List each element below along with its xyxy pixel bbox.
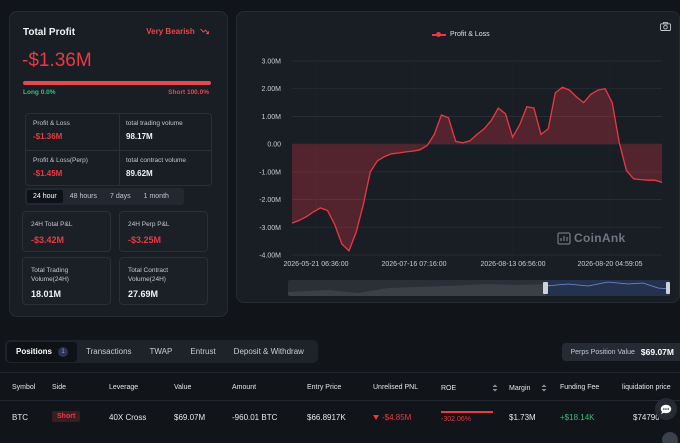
stat-total-contract-volume: total contract volume 89.62M — [126, 157, 186, 178]
col-liquidation-price: liquidation price — [622, 384, 671, 391]
sort-icon — [541, 384, 547, 392]
profit-loss-chart-panel: 3.00M 2.00M 1.00M 0.00 -1.00M -2.00M -3.00M -4.… — [236, 11, 680, 303]
chat-support-button[interactable] — [655, 398, 677, 420]
arrow-down-icon — [373, 415, 379, 420]
card-24h-total-pnl: 24H Total P&L -$3.42M — [22, 211, 111, 252]
cell-margin: $1.73M — [509, 413, 536, 422]
pnl-area — [292, 87, 662, 251]
perps-position-value: Perps Position Value $69.07M — [562, 343, 680, 361]
stat-profit-loss-perp: Profit & Loss(Perp) -$1.45M — [33, 157, 88, 178]
long-ratio-label: Long 0.0% — [23, 89, 56, 96]
sort-icon — [492, 384, 498, 392]
period-tab-7d[interactable]: 7 days — [110, 193, 131, 200]
period-tab-24h[interactable]: 24 hour — [27, 190, 63, 203]
tab-twap[interactable]: TWAP — [149, 347, 173, 356]
y-tick-label: -4.00M — [259, 253, 281, 260]
stat-profit-loss: Profit & Loss -$1.36M — [33, 120, 70, 141]
pnl-series-line — [291, 86, 663, 252]
short-ratio-label: Short 100.0% — [168, 89, 209, 96]
col-amount: Amount — [232, 384, 257, 391]
col-side: Side — [52, 384, 67, 391]
total-profit-panel: Total Profit Very Bearish -$1.36M Long 0… — [9, 11, 228, 317]
sentiment-indicator: Very Bearish — [146, 27, 210, 36]
y-tick-label: 0.00 — [267, 142, 281, 149]
legend-swatch — [432, 31, 446, 37]
card-24h-perp-pnl: 24H Perp P&L -$3.25M — [119, 211, 208, 252]
cell-funding-fee: +$18.14K — [560, 413, 595, 422]
cell-symbol: BTC — [12, 413, 28, 422]
profit-loss-chart: 3.00M 2.00M 1.00M 0.00 -1.00M -2.00M -3.00M -4.… — [259, 59, 663, 268]
period-tab-1m[interactable]: 1 month — [143, 193, 169, 200]
x-tick-label: 2026-08-13 06:56:00 — [481, 261, 546, 268]
coinank-watermark: CoinAnk — [557, 231, 625, 245]
total-profit-value: -$1.36M — [22, 50, 92, 71]
col-unrealised-pnl: Unrelised PNL — [373, 384, 419, 391]
col-entry-price: Entry Price — [307, 384, 342, 391]
cell-roe: -302.06% — [441, 416, 471, 423]
profit-stats-grid: Profit & Loss -$1.36M total trading volu… — [25, 113, 212, 186]
col-roe[interactable]: ROE — [441, 384, 498, 392]
trend-down-icon — [200, 29, 210, 35]
cell-amount: -960.01 BTC — [232, 413, 278, 422]
cell-value: $69.07M — [174, 413, 206, 422]
tab-transactions[interactable]: Transactions — [86, 347, 132, 356]
scroll-top-button[interactable] — [662, 432, 678, 443]
y-tick-label: 3.00M — [262, 59, 282, 66]
tab-deposit-withdraw[interactable]: Deposit & Withdraw — [233, 347, 304, 356]
card-total-contract-volume-24h: Total Contract Volume(24H) 27.69M — [119, 257, 208, 305]
col-leverage: Leverage — [109, 384, 139, 391]
col-funding-fee: Funding Fee — [560, 384, 600, 391]
period-tab-48h[interactable]: 48 hours — [69, 193, 97, 200]
stat-total-trading-volume: total trading volume 98.17M — [126, 120, 183, 141]
col-symbol: Symbol — [12, 384, 36, 391]
col-margin[interactable]: Margin — [509, 384, 547, 392]
y-tick-label: 2.00M — [262, 86, 282, 93]
y-tick-label: -3.00M — [259, 225, 281, 232]
chat-icon — [660, 404, 672, 414]
roe-bar — [441, 411, 493, 413]
x-tick-label: 2026-08-20 04:59:05 — [578, 261, 643, 268]
chart-legend[interactable]: Profit & Loss — [432, 31, 490, 38]
period-selector: 24 hour 48 hours 7 days 1 month — [25, 188, 184, 205]
y-tick-label: -1.00M — [259, 169, 281, 176]
sentiment-label: Very Bearish — [146, 27, 195, 36]
tab-entrust[interactable]: Entrust — [190, 347, 216, 356]
camera-icon[interactable] — [660, 18, 671, 36]
cell-unrealised-pnl: -$4.85M — [373, 413, 411, 422]
col-value: Value — [174, 384, 192, 391]
positions-tab-bar: Positions 1 Transactions TWAP Entrust De… — [5, 340, 318, 363]
legend-label: Profit & Loss — [450, 31, 490, 38]
cell-entry-price: $66.8917K — [307, 413, 346, 422]
x-tick-label: 2026-05-21 06:36:00 — [284, 261, 349, 268]
range-navigator[interactable] — [288, 280, 670, 296]
card-total-trading-volume-24h: Total Trading Volume(24H) 18.01M — [22, 257, 111, 305]
total-profit-title: Total Profit — [23, 27, 76, 38]
positions-count-badge: 1 — [58, 346, 69, 357]
y-tick-label: 1.00M — [262, 114, 282, 121]
tab-positions[interactable]: Positions 1 — [7, 341, 78, 362]
navigator-left-handle[interactable] — [543, 282, 548, 294]
x-tick-label: 2026-07-16 07:16:00 — [382, 261, 447, 268]
y-tick-label: -2.00M — [259, 197, 281, 204]
navigator-right-handle[interactable] — [666, 282, 670, 294]
coinank-logo-icon — [557, 231, 571, 245]
side-badge: Short — [52, 411, 81, 422]
cell-leverage: 40X Cross — [109, 413, 147, 422]
cell-liquidation-price: $74790 — [633, 413, 659, 422]
long-short-ratio-bar — [23, 81, 211, 85]
